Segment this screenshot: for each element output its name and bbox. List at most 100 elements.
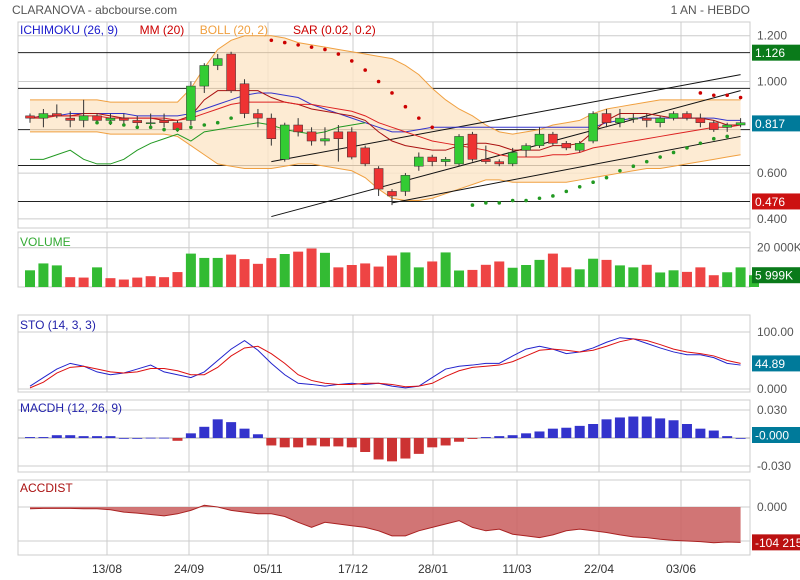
candle-body-25: [360, 147, 370, 165]
volume-bar-11: [172, 272, 183, 287]
volume-bar-19: [279, 254, 290, 287]
sar-dot-17: [148, 125, 153, 130]
sar-dot-37: [644, 159, 649, 164]
macd-bar-16: [239, 428, 250, 438]
sar-dot-42: [711, 136, 716, 141]
macd-bar-49: [681, 424, 692, 438]
volume-bar-20: [293, 251, 304, 287]
chart-period-label: 1 AN - HEBDO: [670, 3, 750, 17]
sar-dot-40: [685, 146, 689, 150]
candle-body-36: [507, 152, 518, 165]
macd-bar-13: [199, 426, 210, 438]
sar-dot-36: [631, 164, 636, 168]
volume-bar-10: [159, 277, 170, 287]
volume-bar-52: [722, 272, 733, 287]
accdist-value-box-bg: [752, 534, 800, 551]
x-tick-label-1: 24/09: [174, 562, 204, 576]
price-tick-1: 1.000: [757, 75, 787, 89]
macd-bar-17: [252, 434, 263, 438]
candle-body-3: [65, 117, 75, 121]
volume-bar-40: [561, 267, 572, 287]
indicator-label-2: BOLL (20, 2): [200, 23, 268, 37]
macd-tick-0: 0.030: [757, 403, 787, 417]
candle-body-50: [695, 117, 706, 123]
price-value-box-0-bg: [752, 44, 800, 61]
sar-dot-20: [189, 125, 193, 130]
sar-dot-21: [202, 123, 207, 127]
candle-body-39: [548, 133, 558, 144]
candle-body-5: [92, 115, 102, 121]
stochastic-line-1: [29, 338, 741, 389]
sar-dot-14: [108, 120, 113, 125]
candle-body-28: [400, 175, 411, 192]
sar-dot-6: [349, 59, 354, 63]
x-tick-label-3: 17/12: [338, 562, 368, 576]
macd-bar-53: [735, 438, 746, 439]
candle-body-10: [159, 120, 169, 123]
macd-bar-19: [279, 438, 290, 448]
sar-dot-9: [390, 91, 394, 95]
panel-frame-2: [17, 314, 751, 393]
volume-bar-42: [588, 258, 599, 287]
x-tick-label-0: 13/08: [92, 562, 122, 576]
macd-bar-18: [266, 438, 277, 446]
sar-dot-28: [524, 198, 528, 203]
sar-dot-22: [215, 120, 220, 125]
candle-body-44: [615, 117, 625, 123]
candle-body-40: [561, 143, 572, 149]
candle-body-2: [52, 113, 62, 117]
macd-bar-25: [360, 438, 371, 452]
volume-bar-48: [668, 270, 679, 287]
sar-dot-16: [135, 125, 140, 130]
macd-bar-32: [454, 438, 465, 442]
sar-dot-41: [698, 141, 703, 146]
macd-bar-40: [561, 427, 572, 438]
candle-body-4: [78, 115, 89, 121]
candle-body-43: [601, 113, 612, 123]
macd-bar-20: [293, 438, 304, 448]
sar-dot-4: [323, 47, 327, 52]
price-tick-3: 0.400: [757, 212, 787, 226]
candle-body-45: [628, 117, 639, 120]
macd-bar-30: [427, 438, 438, 448]
volume-bar-15: [226, 254, 237, 287]
volume-bar-23: [333, 267, 344, 287]
sar-dot-1: [282, 40, 287, 45]
volume-bar-46: [641, 264, 652, 287]
sar-dot-47: [738, 95, 743, 100]
macd-bar-3: [65, 435, 76, 438]
volume-bar-50: [695, 267, 706, 287]
sar-dot-38: [658, 155, 662, 159]
candle-body-24: [347, 131, 357, 158]
sar-dot-7: [363, 68, 367, 72]
macd-bar-26: [373, 438, 384, 460]
sar-dot-10: [403, 104, 408, 109]
volume-bar-21: [306, 248, 317, 287]
volume-bar-33: [467, 269, 478, 287]
sar-dot-0: [269, 38, 274, 43]
sto-value-box-bg: [752, 355, 800, 372]
volume-value-box: 5 999K: [755, 269, 793, 283]
macd-bar-5: [92, 436, 103, 438]
price-value-box-1: 0.817: [755, 117, 785, 131]
candle-body-19: [279, 124, 290, 160]
sar-dot-13: [95, 120, 99, 125]
candle-body-49: [682, 113, 692, 119]
accdist-panel-label: ACCDIST: [20, 481, 73, 495]
volume-bar-31: [440, 252, 451, 287]
trend-line-2: [391, 135, 741, 204]
candle-body-26: [373, 168, 384, 190]
macd-bar-47: [655, 418, 666, 438]
accdist-value-box: -104 215: [755, 536, 800, 550]
sto-tick-0: 100.00: [757, 325, 794, 339]
candle-body-46: [641, 117, 652, 121]
indicator-label-1: MM (20): [140, 23, 185, 37]
sar-dot-27: [510, 198, 515, 203]
volume-bar-9: [145, 276, 156, 287]
sar-dot-39: [671, 150, 676, 155]
volume-bar-43: [601, 259, 612, 287]
candle-body-1: [38, 113, 49, 119]
macd-bar-0: [25, 437, 35, 438]
